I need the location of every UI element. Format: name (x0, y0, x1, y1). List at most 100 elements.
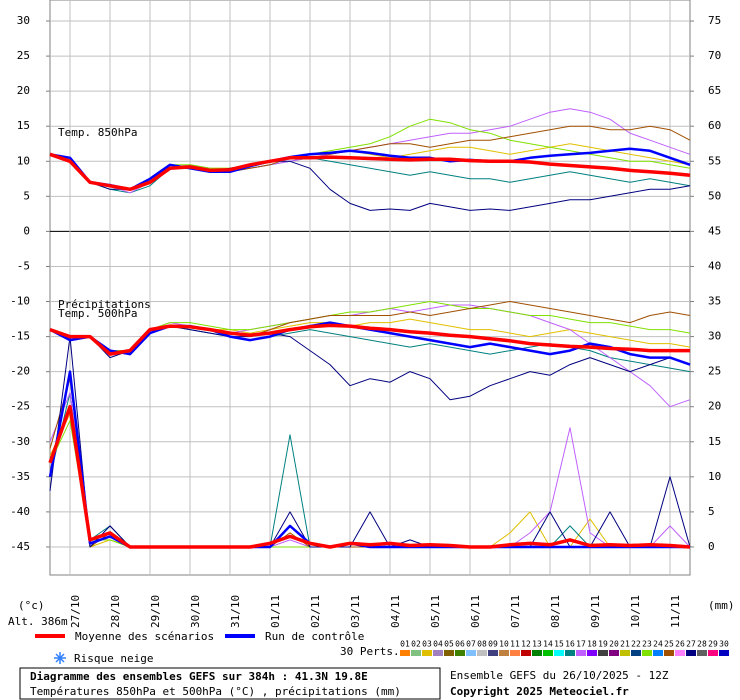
y2-tick-label: 0 (708, 540, 715, 553)
y-tick-label: -5 (17, 259, 30, 272)
perturbation-label: 22 (631, 640, 641, 649)
lines (48, 108, 691, 549)
x-tick-label: 28/10 (109, 595, 122, 628)
perturbation-swatch (422, 650, 432, 656)
annotation: Précipitations (58, 298, 151, 311)
y2-tick-label: 25 (708, 365, 721, 378)
perturbation-swatch (466, 650, 476, 656)
perturbation-label: 20 (609, 640, 619, 649)
x-tick-label: 09/11 (589, 595, 602, 628)
y-tick-label: 5 (23, 189, 30, 202)
altitude: Alt. 386m (8, 615, 68, 628)
plot-area (49, 0, 691, 576)
perturbation-swatch (620, 650, 630, 656)
perturbation-swatch (499, 650, 509, 656)
perturbation-label: 28 (697, 640, 707, 649)
perturbation-label: 10 (499, 640, 509, 649)
x-tick-label: 30/10 (189, 595, 202, 628)
x-tick-label: 10/11 (629, 595, 642, 628)
perturbation-label: 14 (543, 640, 553, 649)
perturbation-label: 19 (598, 640, 608, 649)
y2-tick-label: 30 (708, 330, 721, 343)
perturbation-label: 23 (642, 640, 652, 649)
perturbation-label: 18 (587, 640, 597, 649)
copyright: Copyright 2025 Meteociel.fr (450, 685, 629, 698)
perturbation-swatch (598, 650, 608, 656)
annotation: Temp. 500hPa (58, 307, 137, 320)
perturbation-label: 07 (466, 640, 476, 649)
x-tick-label: 08/11 (549, 595, 562, 628)
y2-tick-label: 5 (708, 505, 715, 518)
y-tick-label: -20 (10, 365, 30, 378)
perturbation-label: 01 (400, 640, 410, 649)
legend-label: Moyenne des scénarios (75, 630, 214, 643)
y2-tick-label: 45 (708, 224, 721, 237)
perturbation-swatch (411, 650, 421, 656)
perturbation-label: 17 (576, 640, 586, 649)
y-tick-label: -15 (10, 330, 30, 343)
perturbation-label: 25 (664, 640, 674, 649)
perturbation-swatch (565, 650, 575, 656)
y-tick-label: 20 (17, 84, 30, 97)
y-tick-label: 0 (23, 224, 30, 237)
perturbation-swatch (521, 650, 531, 656)
perturbation-swatch (708, 650, 718, 656)
x-tick-label: 02/11 (309, 595, 322, 628)
perturbation-swatch (587, 650, 597, 656)
y-tick-label: 25 (17, 49, 30, 62)
y2-tick-label: 20 (708, 400, 721, 413)
y-tick-label: -10 (10, 295, 30, 308)
x-tick-label: 05/11 (429, 595, 442, 628)
perturbation-label: 05 (444, 640, 454, 649)
line-precip (48, 404, 691, 549)
perturbation-label: 29 (708, 640, 718, 649)
perturbation-label: 06 (455, 640, 465, 649)
line-t850 (49, 147, 691, 191)
y2-tick-label: 10 (708, 470, 721, 483)
perturbations-label: 30 Perts. (340, 645, 400, 658)
perturbation-swatch (576, 650, 586, 656)
snow-icon (54, 652, 66, 664)
y2-tick-label: 75 (708, 14, 721, 27)
perturbation-swatch (642, 650, 652, 656)
y-tick-label: 15 (17, 119, 30, 132)
y2-tick-label: 50 (708, 189, 721, 202)
y2-tick-label: 15 (708, 435, 721, 448)
perturbation-swatch (686, 650, 696, 656)
perturbation-swatch (477, 650, 487, 656)
perturbation-swatch (631, 650, 641, 656)
perturbation-swatch (455, 650, 465, 656)
perturbation-label: 27 (686, 640, 696, 649)
perturbation-swatch (675, 650, 685, 656)
perturbation-label: 15 (554, 640, 564, 649)
perturbation-swatch (433, 650, 443, 656)
perturbation-swatch (664, 650, 674, 656)
x-tick-label: 01/11 (269, 595, 282, 628)
perturbation-swatch (609, 650, 619, 656)
perturbation-swatch (400, 650, 410, 656)
title: Diagramme des ensembles GEFS sur 384h : … (30, 670, 368, 683)
y2-tick-label: 40 (708, 259, 721, 272)
perturbation-label: 13 (532, 640, 542, 649)
y-tick-label: -35 (10, 470, 30, 483)
x-tick-label: 29/10 (149, 595, 162, 628)
perturbation-swatch (510, 650, 520, 656)
annotation: Temp. 850hPa (58, 126, 137, 139)
perturbation-swatch (444, 650, 454, 656)
legend-label: Run de contrôle (265, 630, 364, 643)
run-label: Ensemble GEFS du 26/10/2025 - 12Z (450, 669, 669, 682)
perturbation-swatch (697, 650, 707, 656)
x-tick-label: 06/11 (469, 595, 482, 628)
perturbation-label: 02 (411, 640, 421, 649)
perturbation-label: 30 (719, 640, 729, 649)
y-tick-label: -40 (10, 505, 30, 518)
x-tick-label: 11/11 (669, 595, 682, 628)
y2-tick-label: 60 (708, 119, 721, 132)
perturbation-label: 12 (521, 640, 531, 649)
x-tick-label: 04/11 (389, 595, 402, 628)
line-t850 (49, 153, 691, 194)
y-tick-label: 30 (17, 14, 30, 27)
perturbation-label: 08 (477, 640, 487, 649)
x-tick-label: 27/10 (69, 595, 82, 628)
